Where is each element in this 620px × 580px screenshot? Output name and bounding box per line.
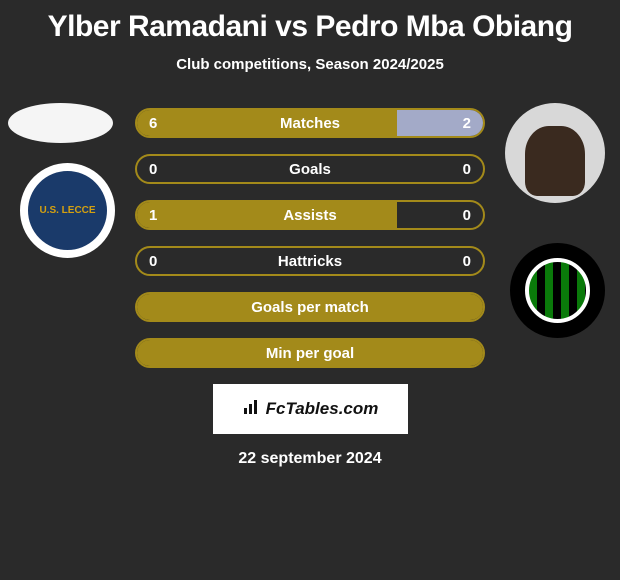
stat-value-right: 0	[463, 207, 471, 224]
chart-icon	[242, 398, 260, 421]
stat-value-left: 1	[149, 207, 157, 224]
club-right-badge	[510, 243, 605, 338]
stat-value-left: 0	[149, 253, 157, 270]
comparison-chart: U.S. LECCE 6 2 Matches 0 0 Goals 1 0 Assists 0 0 Ha…	[0, 108, 620, 368]
stat-label: Hattricks	[278, 253, 342, 270]
stat-label: Matches	[280, 115, 340, 132]
stat-label: Goals per match	[251, 299, 369, 316]
player-left-avatar	[8, 103, 113, 143]
footer-date: 22 september 2024	[0, 450, 620, 468]
page-title: Ylber Ramadani vs Pedro Mba Obiang	[0, 0, 620, 44]
club-left-badge: U.S. LECCE	[20, 163, 115, 258]
club-left-code: U.S. LECCE	[39, 205, 95, 216]
stat-row: Min per goal	[135, 338, 485, 368]
brand-text: FcTables.com	[266, 399, 379, 419]
stat-label: Min per goal	[266, 345, 354, 362]
stat-value-right: 0	[463, 253, 471, 270]
stat-label: Assists	[283, 207, 336, 224]
subtitle: Club competitions, Season 2024/2025	[0, 56, 620, 73]
stat-value-left: 6	[149, 115, 157, 132]
club-right-shield-icon	[525, 258, 590, 323]
player-silhouette-icon	[525, 126, 585, 196]
stat-fill-left	[137, 202, 397, 228]
stat-label: Goals	[289, 161, 331, 178]
stat-row: 1 0 Assists	[135, 200, 485, 230]
stat-value-right: 0	[463, 161, 471, 178]
stat-value-left: 0	[149, 161, 157, 178]
stat-row: 6 2 Matches	[135, 108, 485, 138]
brand-logo: FcTables.com	[213, 384, 408, 434]
stat-row: 0 0 Goals	[135, 154, 485, 184]
stat-value-right: 2	[463, 115, 471, 132]
stat-bars-container: 6 2 Matches 0 0 Goals 1 0 Assists 0 0 Hattricks Goal…	[135, 108, 485, 368]
stat-row: Goals per match	[135, 292, 485, 322]
stat-row: 0 0 Hattricks	[135, 246, 485, 276]
stat-fill-left	[137, 110, 397, 136]
player-right-avatar	[505, 103, 605, 203]
